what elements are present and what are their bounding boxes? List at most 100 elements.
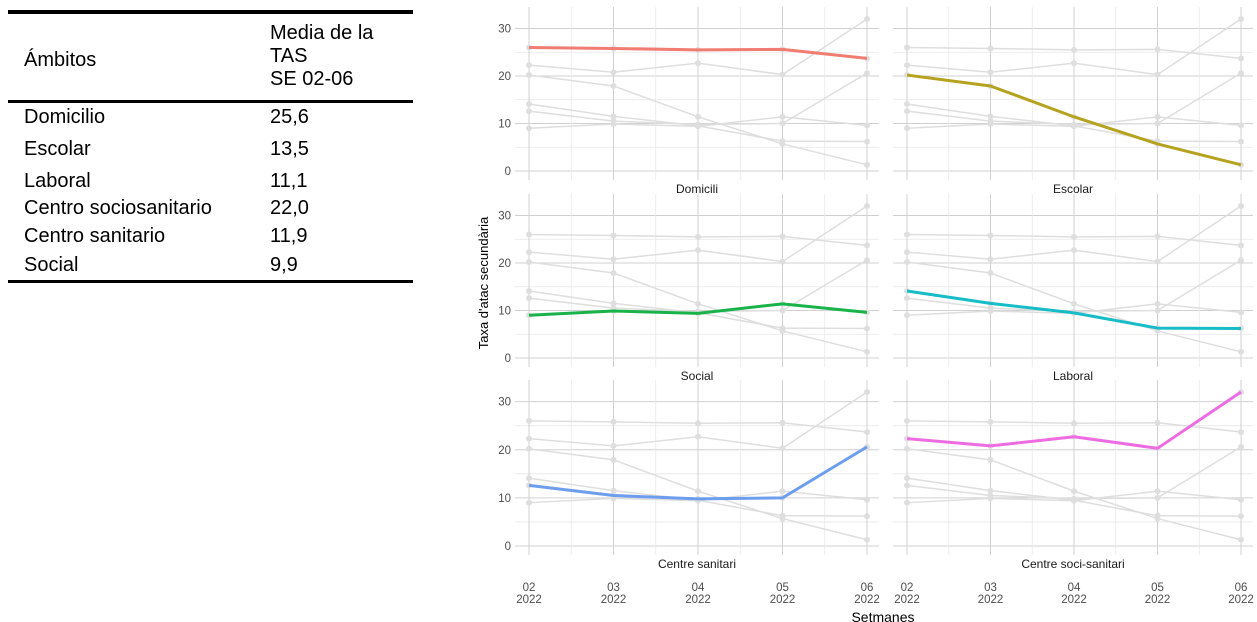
background-series-point (864, 70, 870, 77)
y-tick-label: 10 (498, 493, 511, 505)
background-series-point (1071, 46, 1077, 53)
background-series-point (526, 101, 532, 108)
background-series-point (779, 113, 786, 120)
table-body: Domicilio 25,6 Escolar 13,5 Laboral 11,1… (8, 103, 413, 280)
background-series-point (695, 247, 701, 254)
facet-label: Laboral (1053, 369, 1093, 383)
background-series-point (695, 121, 701, 128)
row-value: 9,9 (270, 254, 298, 276)
x-tick-week: 04 (692, 582, 705, 594)
background-series-point (779, 307, 786, 314)
highlight-series-line (528, 302, 868, 317)
background-series-point (1238, 203, 1244, 209)
background-series-point (1154, 300, 1161, 307)
background-series-point (526, 499, 532, 506)
background-series-point (864, 203, 870, 209)
background-series-point (526, 231, 532, 238)
facet-panel: 0 10 20 30 Social (498, 194, 879, 383)
background-series-point (864, 496, 870, 503)
background-series-point (779, 512, 786, 519)
x-tick-year: 2022 (770, 594, 796, 606)
row-value: 11,9 (270, 225, 308, 247)
x-tick-year: 2022 (601, 594, 627, 606)
row-ambito: Centro sanitario (24, 225, 166, 247)
x-tick-week: 05 (776, 582, 789, 594)
background-series-point (904, 108, 910, 115)
background-series-point (864, 122, 870, 129)
background-series-point (610, 69, 617, 76)
table-top-rule (8, 10, 413, 14)
background-series-point (779, 488, 786, 495)
background-series-point (610, 300, 617, 307)
background-series-point (779, 325, 786, 332)
background-series-point (987, 456, 994, 463)
y-tick-label: 30 (498, 211, 511, 223)
background-series-point (864, 325, 870, 332)
background-series-point (610, 118, 617, 125)
background-series-point (987, 487, 994, 494)
background-series-point (1154, 233, 1161, 240)
background-series-point (1238, 536, 1244, 543)
x-tick-week: 06 (1235, 582, 1248, 594)
header-media-tas: Media de la TAS SE 02-06 (270, 22, 410, 91)
background-series-point (779, 71, 786, 78)
background-series-point (1238, 138, 1244, 145)
y-tick-label: 20 (498, 258, 511, 270)
background-series-point (610, 113, 617, 120)
row-ambito: Social (24, 254, 79, 276)
y-tick-label: 20 (498, 445, 511, 457)
background-series-point (904, 475, 910, 482)
background-series-point (864, 161, 870, 168)
background-series-point (1154, 46, 1161, 53)
facet-panel: Escolar (893, 7, 1253, 196)
background-series-point (526, 435, 532, 442)
background-series-point (864, 138, 870, 145)
background-series-point (526, 249, 532, 256)
table-row: Centro sanitario 11,9 (8, 225, 413, 248)
background-series-point (987, 69, 994, 76)
background-series-point (779, 445, 786, 452)
background-series-point (904, 295, 910, 302)
background-series-point (526, 62, 532, 69)
background-series-point (1238, 70, 1244, 77)
facet-label: Centre soci-sanitari (1021, 557, 1124, 571)
background-series-point (779, 419, 786, 426)
background-series-point (779, 233, 786, 240)
background-series-point (1154, 488, 1161, 495)
background-series-point (526, 108, 532, 115)
row-value: 25,6 (270, 106, 309, 128)
header-media-line-3: SE 02-06 (270, 68, 354, 90)
background-series-point (610, 456, 617, 463)
x-tick-year: 2022 (1145, 594, 1171, 606)
table-bottom-rule (8, 280, 413, 283)
background-series-point (610, 232, 617, 239)
background-series-point (695, 60, 701, 67)
background-series-point (1238, 122, 1244, 129)
row-value: 22,0 (270, 197, 309, 219)
y-tick-label: 0 (505, 166, 511, 178)
x-tick-year: 2022 (685, 594, 711, 606)
header-media-line-1: Media de la (270, 22, 374, 44)
background-series-point (610, 487, 617, 494)
background-series-point (864, 257, 870, 264)
background-series-point (987, 269, 994, 276)
background-series-point (610, 82, 617, 89)
x-tick-year: 2022 (978, 594, 1004, 606)
background-series-point (1154, 113, 1161, 120)
background-series-point (779, 258, 786, 265)
background-series-point (610, 442, 617, 449)
x-tick-week: 02 (523, 582, 536, 594)
background-series-point (526, 475, 532, 482)
row-value: 13,5 (270, 138, 309, 160)
highlight-series-line (906, 289, 1242, 331)
row-ambito: Centro sociosanitario (24, 197, 212, 219)
y-axis-title: Taxa d'atac secundària (476, 216, 491, 349)
background-series-point (610, 269, 617, 276)
background-series-point (526, 259, 532, 266)
table-header: Ámbitos Media de la TAS SE 02-06 (8, 14, 413, 100)
background-series-point (1071, 121, 1077, 128)
x-tick-week: 02 (901, 582, 914, 594)
background-series-point (904, 312, 910, 319)
background-series-point (1154, 419, 1161, 426)
highlight-series-line (906, 390, 1242, 450)
